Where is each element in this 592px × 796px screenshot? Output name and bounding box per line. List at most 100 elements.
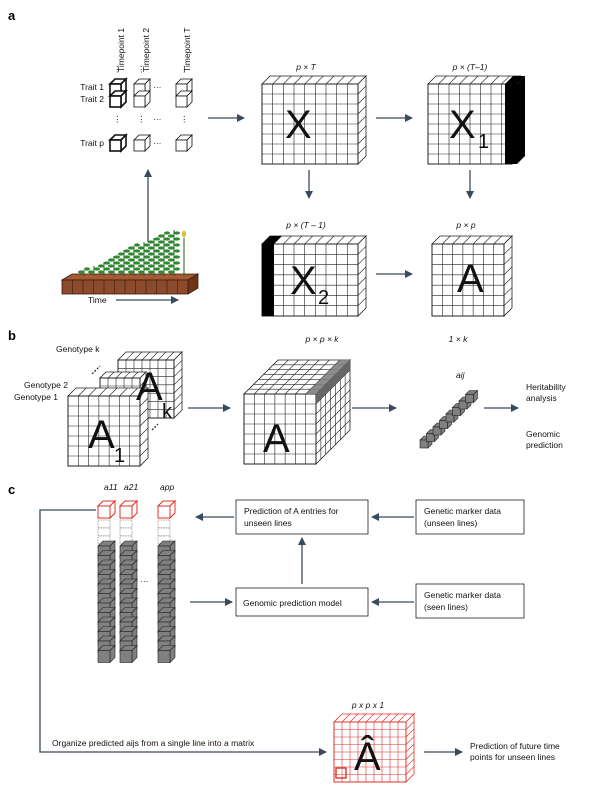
box-marker-seen-line1: Genetic marker data <box>424 590 501 600</box>
horizontal-dots-3: ··· <box>153 138 162 148</box>
vector-cell-front <box>426 433 435 442</box>
plant-leaf <box>164 267 170 271</box>
plant-leaf <box>168 234 174 238</box>
cube-block-side-row-line <box>315 379 351 415</box>
stack-matrix-1-side-row-line <box>139 417 149 427</box>
stack-matrix-1-top-col-line <box>78 387 87 397</box>
plant-leaf <box>134 243 140 247</box>
plant <box>78 267 90 276</box>
cube-block-side-row-line <box>315 389 351 425</box>
plant-leaf <box>138 246 144 250</box>
stack-matrix-1-top-col-line <box>98 387 108 397</box>
stack-matrix-1-top-col-line <box>88 387 97 397</box>
column-red-cell <box>96 499 117 520</box>
column-dashed-cell <box>119 527 133 537</box>
plant-leaf <box>134 249 140 253</box>
stack-matrix-1-side-row-line <box>139 447 149 457</box>
plant-leaf <box>168 258 174 262</box>
plant-leaf <box>148 246 154 250</box>
column-red-cell-front <box>157 505 171 519</box>
matrix-x1-block-top-col-line <box>459 75 468 85</box>
matrix-x-block-top-col-line <box>325 75 335 85</box>
stack-matrix-2-top-col-line <box>123 371 131 379</box>
timepoint-1-label: Timepoint 1 <box>116 28 126 72</box>
a-hat-block-side-row-line <box>405 758 415 768</box>
panel-c-letter: c <box>8 482 15 497</box>
plant-leaf <box>138 264 144 268</box>
plant-leaf <box>88 270 94 274</box>
dims-x1-label: p × (T–1) <box>452 62 488 72</box>
plant-leaf <box>138 252 144 256</box>
matrix-x2-block-side-row-line <box>357 276 367 286</box>
plant <box>138 242 150 276</box>
matrix-a-block <box>431 235 513 317</box>
horizontal-dots-1: ··· <box>153 82 162 92</box>
plant-leaf <box>164 255 170 259</box>
plant-leaf <box>118 258 124 262</box>
a-hat-block-top-col-line <box>397 713 407 723</box>
stack-matrix-k-side-row-line <box>173 384 183 394</box>
trait-cube <box>175 134 193 152</box>
plant-leaf <box>118 264 124 268</box>
plant-leaf <box>114 267 120 271</box>
plant-leaf <box>158 234 164 238</box>
cube-block-top-col-line <box>254 359 289 395</box>
matrix-x2-black-column <box>262 244 274 316</box>
plant-leaf <box>164 261 170 265</box>
plant-leaf <box>134 255 140 259</box>
matrix-x-block-side-row-line <box>357 115 367 125</box>
stack-matrix-k-side-row-line <box>173 368 183 377</box>
stack-matrix-1-top-col-line <box>108 387 118 397</box>
cube-gray-strip-side <box>316 360 350 404</box>
column-gray-cell <box>119 644 138 664</box>
a-hat-block-side-row-line <box>405 743 415 753</box>
plant-leaf <box>114 261 120 265</box>
trait-cube <box>108 133 128 153</box>
future-label-line2: points for unseen lines <box>470 752 555 762</box>
column-red-cell <box>118 499 139 520</box>
plant-leaf <box>154 261 160 265</box>
stack-matrix-1-side-row-line <box>139 427 149 437</box>
matrix-x1-block <box>427 75 521 165</box>
stack-matrix-k-top-col-line <box>157 351 167 361</box>
stack-matrix-k-top-col-line <box>133 351 143 361</box>
matrix-x2-block-top-col-line <box>325 235 335 245</box>
plant-leaf <box>144 243 150 247</box>
cube-block-top-col-line <box>274 359 310 395</box>
plant-leaf <box>154 243 160 247</box>
stack-dash-top <box>91 365 101 375</box>
plant-leaf <box>174 249 180 253</box>
a-hat-letter: Â <box>354 734 381 779</box>
a-hat-block-top-col-line <box>381 713 391 723</box>
timepoint-2-label: Timepoint 2 <box>141 28 151 72</box>
trait-1-label: Trait 1 <box>80 82 104 92</box>
matrix-x2-block-front-face <box>261 243 359 317</box>
organize-label: Organize predicted aijs from a single li… <box>52 738 255 748</box>
stack-matrix-k-side-row-line <box>173 376 183 386</box>
trait-cube-front <box>175 95 188 108</box>
trait-2-label: Trait 2 <box>80 94 104 104</box>
stack-matrix-2-top-col-line <box>131 371 139 379</box>
dims-x-label: p × T <box>295 62 316 72</box>
x-letter: X <box>285 103 312 147</box>
matrix-x-block-top-col-line <box>304 75 313 85</box>
plant-leaf <box>154 249 160 253</box>
cube-gray-strip-top <box>306 360 350 394</box>
column-red-cell-front <box>119 505 133 519</box>
stack-matrix-1-front-face <box>67 395 141 467</box>
a-hat-block-side-row-line <box>405 751 415 760</box>
cube-a-letter: A <box>263 417 290 461</box>
cube-block-side-row-line <box>315 399 351 435</box>
plant-leaf <box>164 243 170 247</box>
plant-growth-illustration <box>60 230 200 295</box>
matrix-x1-block-top-col-line <box>501 75 510 85</box>
plant-leaf <box>174 267 180 271</box>
vector-cell-front <box>445 413 455 423</box>
panel-a: a Timepoint 1 Timepoint 2 Timepoint T Tr… <box>8 8 525 317</box>
heritability-label-line1: Heritability <box>526 382 566 392</box>
plant-leaf <box>174 237 180 241</box>
plant-leaf <box>174 243 180 247</box>
matrix-a-block-top-col-line <box>493 235 502 245</box>
plant-leaf <box>78 270 84 274</box>
vertical-dots-3: ⋮ <box>180 114 189 124</box>
